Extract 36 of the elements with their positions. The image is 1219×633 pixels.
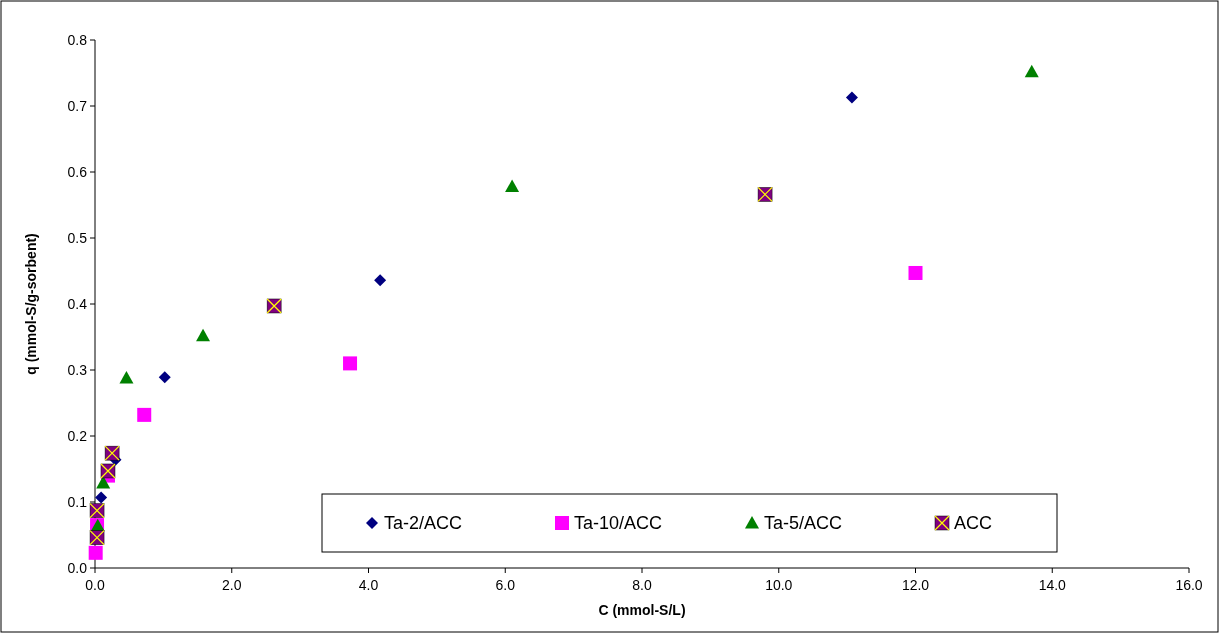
legend-label: Ta-10/ACC	[574, 513, 663, 534]
legend-label: Ta-5/ACC	[764, 513, 843, 534]
legend-label: Ta-2/ACC	[384, 513, 463, 534]
point	[908, 265, 923, 280]
y-tick-label: 0.3	[67, 361, 88, 378]
point	[158, 371, 171, 384]
y-tick-label: 0.4	[67, 295, 88, 312]
x-tick-label: 0.0	[85, 577, 105, 593]
point	[505, 179, 520, 193]
x-tick-label: 8.0	[632, 577, 652, 593]
y-tick-label: 0.0	[67, 559, 88, 576]
legend-label: ACC	[954, 513, 993, 534]
x-tick-label: 10.0	[765, 577, 793, 593]
point	[374, 274, 387, 287]
y-axis-title: q (mmol-S/g-sorbent)	[23, 233, 39, 375]
y-tick-label: 0.6	[67, 163, 88, 180]
y-tick-label: 0.1	[67, 493, 88, 510]
point	[1024, 64, 1039, 78]
point	[845, 91, 858, 104]
point	[137, 407, 152, 422]
point	[119, 370, 134, 384]
y-tick-label: 0.2	[67, 427, 88, 444]
x-tick-label: 6.0	[495, 577, 516, 593]
x-tick-label: 4.0	[358, 577, 379, 593]
x-tick-label: 14.0	[1038, 577, 1067, 593]
y-tick-label: 0.5	[67, 229, 88, 246]
point	[196, 328, 211, 342]
x-tick-label: 16.0	[1175, 577, 1203, 593]
y-tick-label: 0.7	[67, 97, 88, 114]
x-tick-label: 12.0	[901, 577, 930, 593]
x-tick-label: 2.0	[222, 577, 242, 593]
point	[95, 491, 108, 504]
point	[88, 545, 103, 560]
y-tick-label: 0.8	[67, 31, 88, 48]
point	[343, 356, 358, 371]
x-axis-title: C (mmol-S/L)	[598, 602, 686, 618]
